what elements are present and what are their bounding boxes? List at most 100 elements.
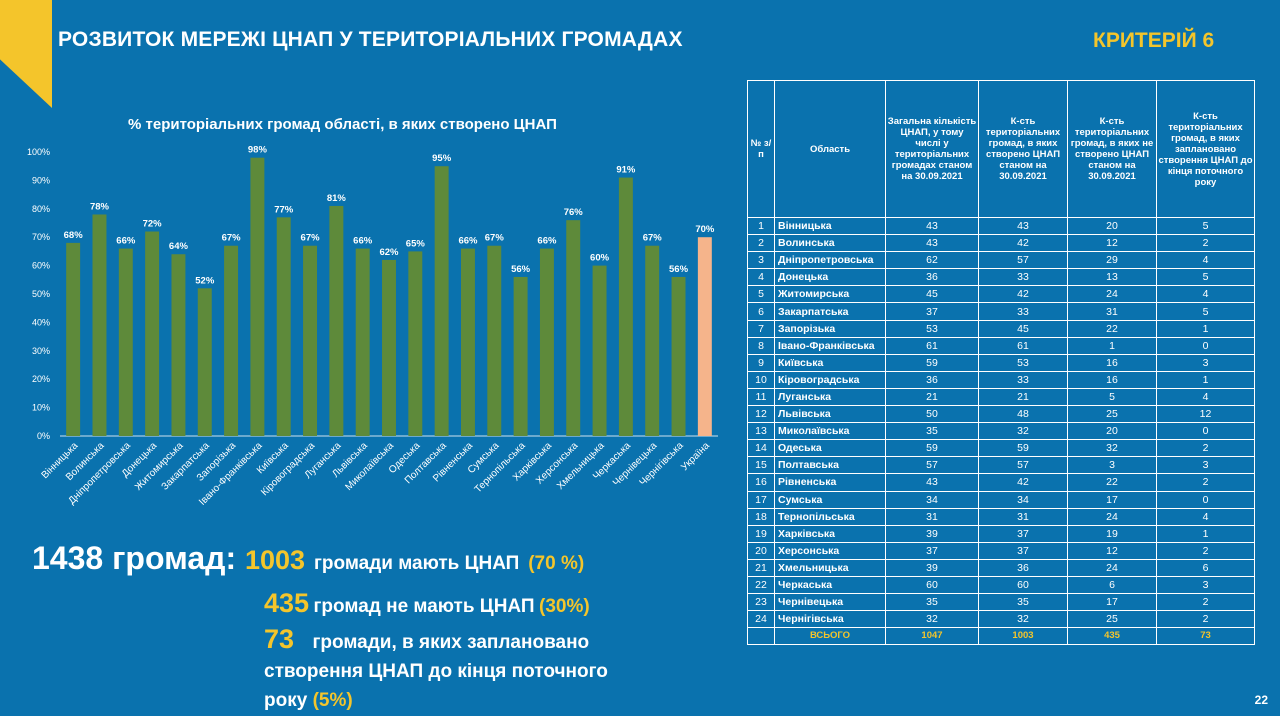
- bar-data-label: 66%: [537, 236, 557, 247]
- cell-oblast: Львівська: [774, 405, 886, 424]
- cell-total: 60: [885, 575, 979, 595]
- cell-created: 42: [978, 234, 1068, 253]
- y-tick-label: 100%: [27, 147, 50, 157]
- summary-line1-pct: (70 %): [528, 553, 585, 574]
- total-cell: [747, 627, 775, 646]
- bar-5: [171, 254, 186, 436]
- page-number: 22: [1254, 693, 1268, 707]
- cell-created: 53: [978, 353, 1068, 372]
- total-cell: 1047: [885, 627, 979, 646]
- bar-chart: 0%10%20%30%40%50%60%70%80%90%100%68%Вінн…: [27, 145, 718, 508]
- cell-created: 59: [978, 439, 1068, 458]
- summary-line3-text: громади, в яких заплановано: [312, 632, 590, 653]
- table-row: 3 Дніпропетровська 62 57 29 4: [747, 251, 1255, 270]
- cell-num: 20: [747, 541, 775, 560]
- bar-7: [224, 245, 239, 436]
- cell-not-created: 3: [1067, 456, 1157, 475]
- cell-not-created: 1: [1067, 336, 1157, 355]
- summary-line4: створення ЦНАП до кінця поточного: [264, 661, 608, 683]
- bar-25: [697, 237, 712, 436]
- y-tick-label: 60%: [32, 261, 50, 271]
- cell-planned: 2: [1156, 439, 1255, 458]
- table-total-row: ВСЬОГО 1047 1003 435 73: [747, 627, 1255, 646]
- cell-not-created: 24: [1067, 507, 1157, 526]
- cell-created: 21: [978, 387, 1068, 407]
- cell-total: 32: [885, 610, 979, 629]
- summary-line5-pct: (5%): [312, 690, 353, 711]
- cell-created: 37: [978, 541, 1068, 560]
- bar-1: [66, 242, 81, 436]
- cell-num: 19: [747, 524, 775, 543]
- cell-not-created: 25: [1067, 405, 1157, 424]
- bar-data-label: 72%: [143, 219, 163, 230]
- cell-num: 13: [747, 422, 775, 441]
- cell-created: 36: [978, 558, 1068, 577]
- cell-planned: 4: [1156, 285, 1255, 304]
- bar-data-label: 98%: [248, 145, 268, 156]
- table-row: 11 Луганська 21 21 5 4: [747, 387, 1255, 407]
- y-tick-label: 50%: [32, 289, 50, 299]
- bar-data-label: 95%: [432, 153, 452, 164]
- header-num: № з/п: [747, 80, 775, 218]
- bar-data-label: 81%: [327, 193, 347, 204]
- cell-not-created: 31: [1067, 302, 1157, 321]
- summary-line4-text: створення ЦНАП до кінця поточного: [264, 661, 608, 682]
- cell-planned: 2: [1156, 610, 1255, 629]
- cell-num: 21: [747, 558, 775, 577]
- table-row: 7 Запорізька 53 45 22 1: [747, 319, 1255, 338]
- cell-oblast: Закарпатська: [774, 302, 886, 321]
- bar-data-label: 67%: [485, 233, 505, 244]
- cell-num: 4: [747, 268, 775, 287]
- header-total-cnap: Загальна кількість ЦНАП, у тому числі у …: [885, 80, 979, 218]
- table-row: 22 Черкаська 60 60 6 3: [747, 575, 1255, 595]
- cell-created: 31: [978, 507, 1068, 526]
- bar-4: [145, 231, 160, 436]
- bar-data-label: 77%: [274, 204, 294, 215]
- cell-oblast: Чернігівська: [774, 610, 886, 629]
- cell-oblast: Київська: [774, 353, 886, 372]
- bar-23: [645, 245, 660, 436]
- header-oblast: Область: [774, 80, 886, 218]
- summary-line3: 73 громади, в яких заплановано: [264, 624, 589, 655]
- bar-20: [566, 220, 581, 436]
- cell-num: 16: [747, 473, 775, 492]
- cell-num: 15: [747, 456, 775, 475]
- cell-created: 37: [978, 524, 1068, 543]
- bar-10: [303, 245, 318, 436]
- table-row: 12 Львівська 50 48 25 12: [747, 405, 1255, 424]
- summary-line2-num: 435: [264, 588, 310, 618]
- cell-total: 35: [885, 422, 979, 441]
- cell-oblast: Хмельницька: [774, 558, 886, 577]
- cell-planned: 12: [1156, 405, 1255, 424]
- table-row: 14 Одеська 59 59 32 2: [747, 439, 1255, 458]
- cell-not-created: 17: [1067, 490, 1157, 509]
- table-row: 6 Закарпатська 37 33 31 5: [747, 302, 1255, 321]
- cell-planned: 4: [1156, 507, 1255, 526]
- table-row: 16 Рівненська 43 42 22 2: [747, 473, 1255, 492]
- bar-data-label: 78%: [90, 201, 110, 212]
- bar-2: [92, 214, 107, 436]
- bar-data-label: 91%: [616, 165, 636, 176]
- criteria-label: КРИТЕРІЙ 6: [1093, 29, 1215, 52]
- cell-oblast: Івано-Франківська: [774, 336, 886, 355]
- summary-line2-text: громад не мають ЦНАП: [313, 596, 535, 617]
- cell-planned: 2: [1156, 234, 1255, 253]
- cell-num: 18: [747, 507, 775, 526]
- bar-data-label: 76%: [564, 207, 584, 218]
- bar-data-label: 70%: [695, 224, 715, 235]
- cell-total: 36: [885, 268, 979, 287]
- cell-planned: 2: [1156, 473, 1255, 492]
- cell-num: 22: [747, 575, 775, 595]
- summary-total: 1438 громад: 1003 громади мають ЦНАП (70…: [32, 540, 584, 577]
- summary-line1-text: громади мають ЦНАП: [313, 553, 520, 574]
- summary-line3-num: 73: [264, 624, 295, 654]
- cell-total: 43: [885, 216, 979, 236]
- cell-planned: 2: [1156, 541, 1255, 560]
- bar-data-label: 60%: [590, 253, 610, 264]
- cell-planned: 3: [1156, 456, 1255, 475]
- cell-planned: 4: [1156, 387, 1255, 407]
- cnap-table: № з/п Область Загальна кількість ЦНАП, у…: [747, 80, 1255, 646]
- bar-data-label: 52%: [195, 275, 215, 286]
- cell-planned: 6: [1156, 558, 1255, 577]
- y-tick-label: 70%: [32, 232, 50, 242]
